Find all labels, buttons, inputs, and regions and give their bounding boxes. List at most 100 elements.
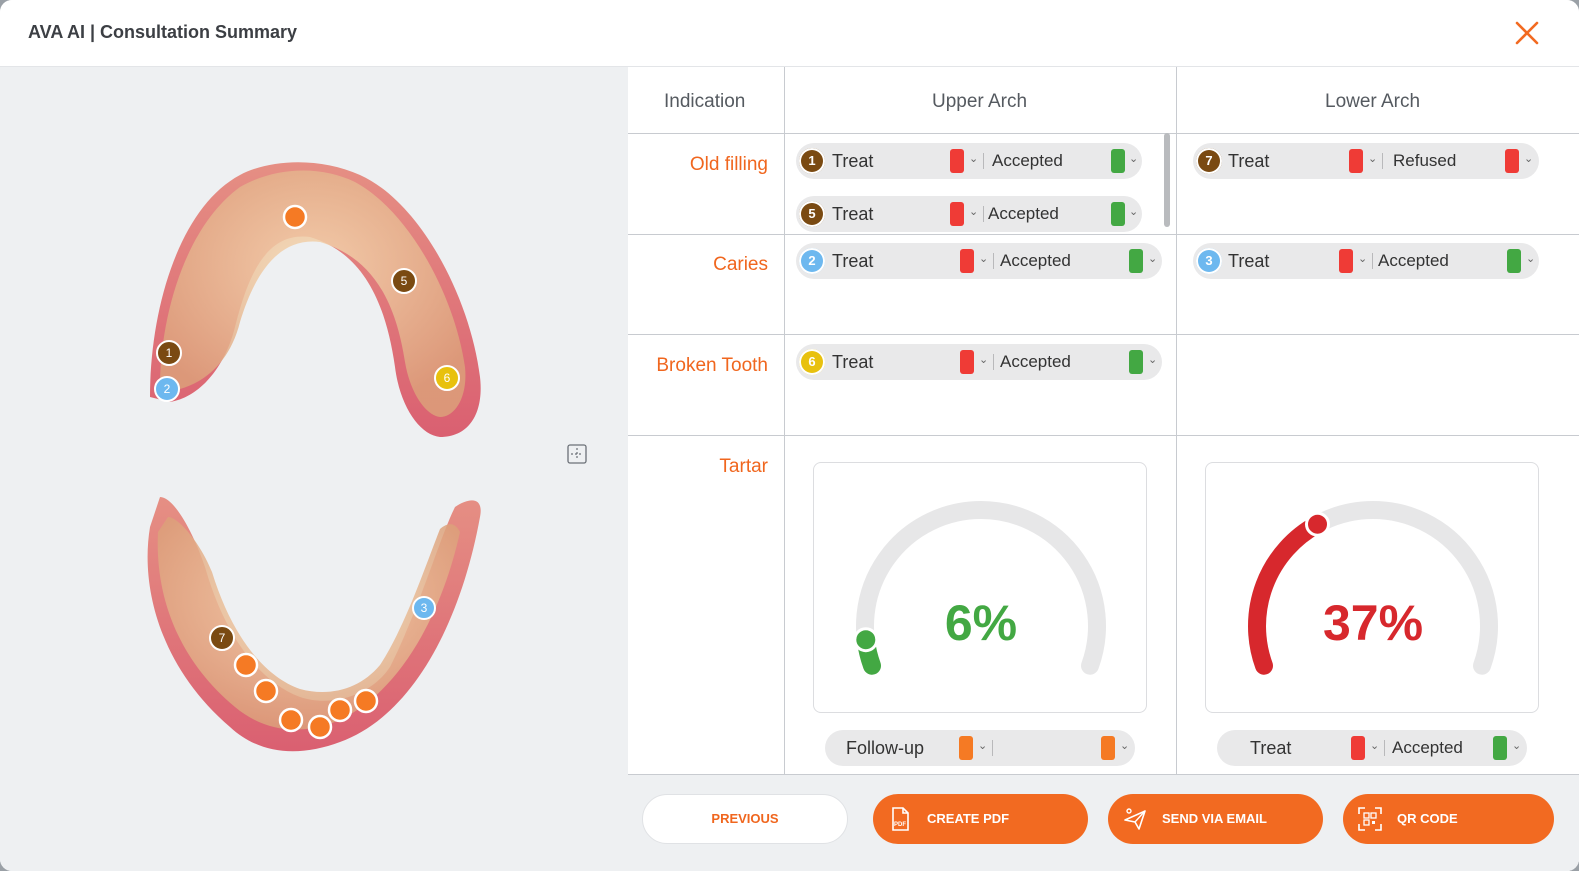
action-color-select[interactable] xyxy=(1351,736,1365,760)
chevron-down-icon[interactable]: ⌄ xyxy=(1526,253,1536,265)
divider xyxy=(992,740,993,756)
action-color-select[interactable] xyxy=(1339,249,1353,273)
row-label-tartar: Tartar xyxy=(719,456,768,477)
chevron-down-icon[interactable]: ⌄ xyxy=(1148,354,1158,366)
chevron-down-icon[interactable]: ⌄ xyxy=(979,253,989,265)
tooth-marker-5[interactable]: 5 xyxy=(391,268,417,294)
create-pdf-button[interactable]: PDF CREATE PDF xyxy=(873,794,1088,844)
tooth-badge: 6 xyxy=(799,349,825,375)
gauge-lower-svg xyxy=(1248,501,1498,675)
tooth-marker-3[interactable]: 3 xyxy=(412,596,436,620)
chevron-down-icon[interactable]: ⌄ xyxy=(979,354,989,366)
tartar-markers[interactable] xyxy=(233,652,379,740)
divider xyxy=(993,253,994,269)
column-divider xyxy=(784,67,785,775)
status-color-select[interactable] xyxy=(1507,249,1521,273)
row-divider xyxy=(628,435,1579,436)
gauge-upper-svg xyxy=(853,501,1106,675)
tooth-marker-1[interactable]: 1 xyxy=(156,340,182,366)
action-label: Treat xyxy=(832,352,874,372)
tartar-value-upper: 6% xyxy=(944,595,1018,651)
row-label-caries: Caries xyxy=(713,254,768,275)
status-color-select[interactable] xyxy=(1493,736,1507,760)
chevron-down-icon[interactable]: ⌄ xyxy=(1120,740,1130,752)
svg-text:6: 6 xyxy=(444,371,451,385)
chevron-down-icon[interactable]: ⌄ xyxy=(969,153,979,165)
chevron-down-icon[interactable]: ⌄ xyxy=(1512,740,1522,752)
finding-tartar-upper: Follow-up ⌄ ⌄ xyxy=(825,730,1135,766)
finding-tartar-lower: Treat ⌄ Accepted ⌄ xyxy=(1217,730,1527,766)
tartar-gauge-lower: 37% xyxy=(1205,462,1539,713)
chevron-down-icon[interactable]: ⌄ xyxy=(1368,153,1378,165)
chevron-down-icon[interactable]: ⌄ xyxy=(1129,153,1139,165)
action-label: Treat xyxy=(832,251,874,271)
tooth-marker-orange[interactable] xyxy=(282,204,308,230)
status-color-select[interactable] xyxy=(1111,202,1125,226)
previous-button[interactable]: PREVIOUS xyxy=(642,794,848,844)
chevron-down-icon[interactable]: ⌄ xyxy=(1148,253,1158,265)
svg-text:1: 1 xyxy=(166,346,173,360)
tooth-marker-2[interactable]: 2 xyxy=(154,376,180,402)
lower-arch xyxy=(147,497,481,752)
tooth-badge: 1 xyxy=(799,148,825,174)
status-color-select[interactable] xyxy=(1505,149,1519,173)
svg-text:5: 5 xyxy=(401,274,408,288)
qr-code-button[interactable]: QR CODE xyxy=(1343,794,1554,844)
dental-scan-viewer[interactable]: 1 2 5 6 3 7 xyxy=(0,67,628,871)
chevron-down-icon[interactable]: ⌄ xyxy=(969,206,979,218)
close-icon[interactable] xyxy=(1514,20,1540,46)
upper-arch xyxy=(150,162,481,437)
divider xyxy=(983,206,984,222)
action-color-select[interactable] xyxy=(959,736,973,760)
svg-text:3: 3 xyxy=(421,601,428,615)
tooth-badge: 2 xyxy=(799,248,825,274)
create-pdf-label: CREATE PDF xyxy=(927,811,1010,826)
status-label: Accepted xyxy=(992,151,1063,170)
fit-view-icon[interactable] xyxy=(566,443,588,465)
upper-cell-scrollbar[interactable] xyxy=(1164,133,1170,227)
tartar-value-lower: 37% xyxy=(1322,595,1424,651)
action-color-select[interactable] xyxy=(1349,149,1363,173)
action-color-select[interactable] xyxy=(960,249,974,273)
status-label: Refused xyxy=(1393,151,1457,170)
status-label: Accepted xyxy=(1000,251,1071,270)
qr-code-icon xyxy=(1358,807,1382,831)
status-color-select[interactable] xyxy=(1101,736,1115,760)
chevron-down-icon[interactable]: ⌄ xyxy=(1358,253,1368,265)
chevron-down-icon[interactable]: ⌄ xyxy=(1524,153,1534,165)
tooth-marker-6[interactable]: 6 xyxy=(434,365,460,391)
status-color-select[interactable] xyxy=(1129,249,1143,273)
action-label: Treat xyxy=(1228,151,1270,171)
footer-actions: PREVIOUS PDF CREATE PDF SEND VIA EMAIL xyxy=(628,775,1579,871)
svg-text:2: 2 xyxy=(164,382,171,396)
action-color-select[interactable] xyxy=(960,350,974,374)
action-color-select[interactable] xyxy=(950,202,964,226)
row-label-old-filling: Old filling xyxy=(689,154,768,175)
chevron-down-icon[interactable]: ⌄ xyxy=(978,740,988,752)
chevron-down-icon[interactable]: ⌄ xyxy=(1129,206,1139,218)
tooth-marker-7[interactable]: 7 xyxy=(209,625,235,651)
dental-arches-image: 1 2 5 6 3 7 xyxy=(147,162,481,752)
svg-text:PDF: PDF xyxy=(894,822,906,828)
tooth-badge: 7 xyxy=(1196,148,1222,174)
divider xyxy=(983,153,984,169)
status-color-select[interactable] xyxy=(1111,149,1125,173)
divider xyxy=(1382,153,1383,169)
header-upper-arch: Upper Arch xyxy=(932,91,1028,112)
row-divider xyxy=(628,334,1579,335)
title-bar: AVA AI | Consultation Summary xyxy=(0,0,1579,67)
row-label-broken-tooth: Broken Tooth xyxy=(656,355,768,376)
status-label: Accepted xyxy=(1378,251,1449,270)
column-divider xyxy=(1176,67,1177,775)
finding-old-filling-1: 1 Treat ⌄ Accepted ⌄ xyxy=(796,143,1142,179)
finding-broken-tooth-6: 6 Treat ⌄ Accepted ⌄ xyxy=(796,344,1162,380)
chevron-down-icon[interactable]: ⌄ xyxy=(1370,740,1380,752)
gauge-handle[interactable] xyxy=(853,627,879,653)
gauge-handle[interactable] xyxy=(1305,511,1330,537)
action-color-select[interactable] xyxy=(950,149,964,173)
send-via-email-button[interactable]: SEND VIA EMAIL xyxy=(1108,794,1323,844)
status-color-select[interactable] xyxy=(1129,350,1143,374)
tooth-badge: 5 xyxy=(799,201,825,227)
action-label: Follow-up xyxy=(846,738,925,758)
finding-old-filling-5: 5 Treat ⌄ Accepted ⌄ xyxy=(796,196,1142,232)
